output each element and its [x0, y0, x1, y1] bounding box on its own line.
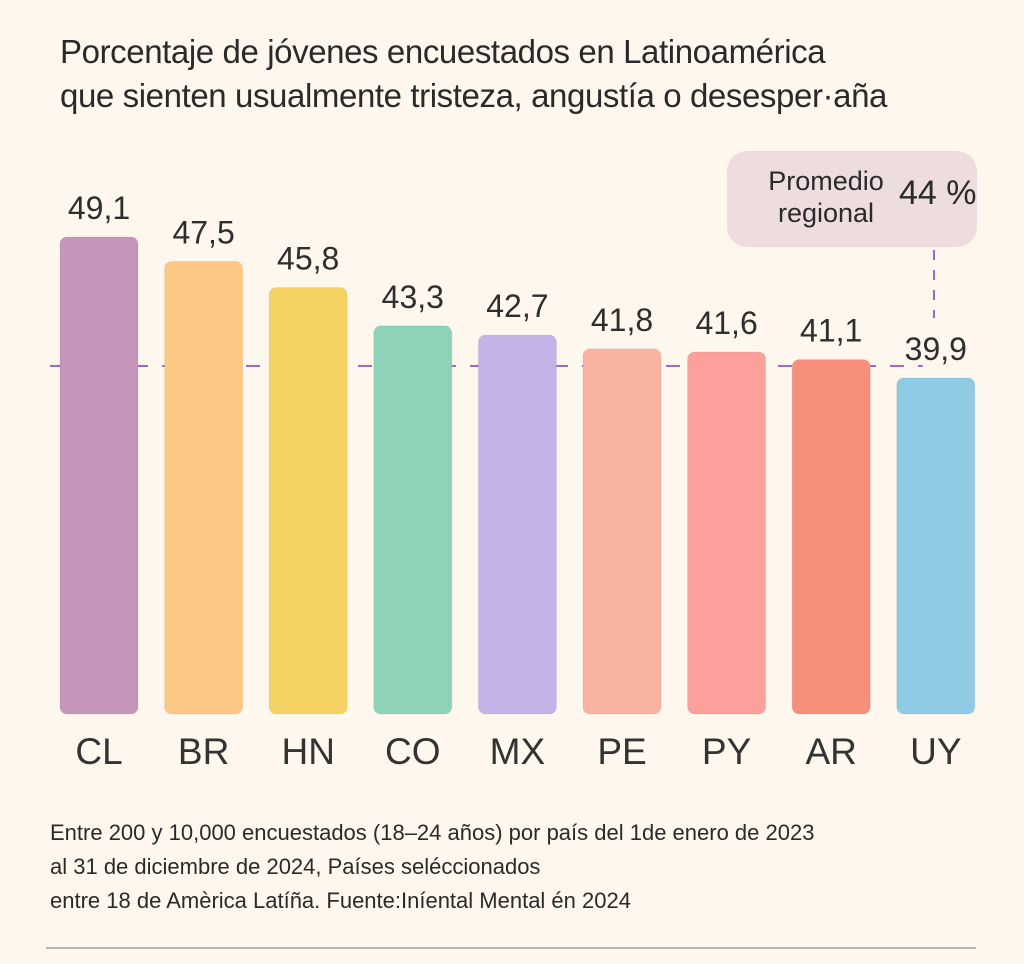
bar-pe: [582, 348, 662, 715]
callout-label: Promedio regional: [751, 165, 901, 229]
bar-br: [164, 261, 244, 715]
value-label-ar: 41,1: [800, 313, 862, 349]
value-labels-layer: 49,1 47,5 45,8 43,3 42,7 41,8 41,6 41,1 39,9: [68, 190, 967, 367]
bar-py: [687, 351, 767, 715]
bar-uy: [896, 377, 976, 715]
chart-title-line-2: que sienten usualmente tristeza, angustí…: [60, 77, 887, 114]
value-label-py: 41,6: [695, 305, 757, 341]
footnote-line-3: entre 18 de Amèrica Latíña. Fuente:Iníen…: [50, 888, 631, 913]
value-label-br: 47,5: [172, 215, 234, 251]
bar-ar: [791, 359, 871, 715]
value-label-cl: 49,1: [68, 190, 130, 226]
footnote: Entre 200 y 10,000 encuestados (18–24 añ…: [50, 816, 990, 918]
bar-co: [373, 325, 453, 715]
callout-label-line-2: regional: [777, 198, 875, 228]
value-label-hn: 45,8: [277, 241, 339, 277]
bottom-divider: [46, 947, 976, 949]
footnote-line-1: Entre 200 y 10,000 encuestados (18–24 añ…: [50, 820, 815, 845]
value-label-uy: 39,9: [905, 331, 967, 367]
callout-value: 44 %: [899, 174, 977, 212]
chart-title-line-1: Porcentaje de jóvenes encuestados en Lat…: [60, 33, 826, 70]
bar-cl: [59, 236, 139, 715]
callout-label-line-1: Promedio: [768, 166, 884, 196]
x-tick-label-uy: UY: [910, 731, 961, 772]
bar-mx: [477, 334, 557, 715]
bar-hn: [268, 287, 348, 715]
value-label-pe: 41,8: [591, 302, 653, 338]
x-tick-label-cl: CL: [75, 731, 122, 772]
bars-layer: [50, 236, 976, 715]
value-label-co: 43,3: [382, 279, 444, 315]
footnote-line-2: al 31 de diciembre de 2024, Países seléc…: [50, 854, 541, 879]
x-tick-labels-layer: CL BR HN CO MX PE PY AR UY: [75, 731, 961, 772]
x-tick-label-hn: HN: [281, 731, 334, 772]
x-tick-label-mx: MX: [490, 731, 546, 772]
x-tick-label-py: PY: [702, 731, 751, 772]
x-tick-label-co: CO: [385, 731, 441, 772]
x-tick-label-br: BR: [178, 731, 229, 772]
x-tick-label-pe: PE: [597, 731, 646, 772]
regional-average-callout: Promedio regional 44 %: [727, 151, 977, 247]
value-label-mx: 42,7: [486, 288, 548, 324]
x-tick-label-ar: AR: [805, 731, 856, 772]
chart-title: Porcentaje de jóvenes encuestados en Lat…: [60, 30, 1010, 118]
